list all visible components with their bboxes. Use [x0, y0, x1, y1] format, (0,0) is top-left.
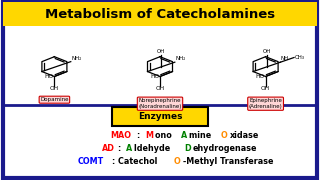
Text: OH: OH	[50, 86, 59, 91]
Text: O: O	[174, 157, 181, 166]
Text: HO: HO	[255, 74, 265, 79]
Text: MAO: MAO	[110, 131, 131, 140]
Text: A: A	[126, 144, 132, 153]
Text: Norepinephrine
(Noradrenaline): Norepinephrine (Noradrenaline)	[138, 98, 182, 109]
Text: :: :	[118, 144, 124, 153]
Text: AD: AD	[101, 144, 115, 153]
FancyBboxPatch shape	[3, 2, 317, 178]
Text: -Methyl Transferase: -Methyl Transferase	[183, 157, 273, 166]
Text: D: D	[184, 144, 191, 153]
Text: M: M	[145, 131, 153, 140]
Text: Metabolism of Catecholamines: Metabolism of Catecholamines	[45, 8, 275, 21]
Text: ldehyde: ldehyde	[134, 144, 173, 153]
FancyBboxPatch shape	[112, 107, 208, 126]
Text: OH: OH	[262, 49, 271, 54]
Text: ehydrogenase: ehydrogenase	[193, 144, 257, 153]
Text: COMT: COMT	[78, 157, 104, 166]
Text: O: O	[221, 131, 228, 140]
Text: NH₂: NH₂	[176, 56, 186, 61]
Text: HO: HO	[44, 74, 53, 79]
Text: OH: OH	[157, 49, 165, 54]
Text: ono: ono	[155, 131, 175, 140]
Text: NH₂: NH₂	[72, 56, 82, 61]
Text: Epinephrine
(Adrenaline): Epinephrine (Adrenaline)	[249, 98, 283, 109]
FancyBboxPatch shape	[3, 2, 317, 26]
Text: xidase: xidase	[229, 131, 259, 140]
Text: Enzymes: Enzymes	[138, 112, 182, 121]
Text: A: A	[180, 131, 187, 140]
Text: mine: mine	[188, 131, 213, 140]
Text: HO: HO	[150, 74, 159, 79]
Text: :: :	[137, 131, 143, 140]
Text: NH: NH	[280, 56, 289, 61]
Text: OH: OH	[156, 86, 164, 91]
Text: CH₃: CH₃	[295, 55, 305, 60]
Text: OH: OH	[261, 86, 270, 91]
Text: : Catechol: : Catechol	[112, 157, 160, 166]
Text: Dopamine: Dopamine	[40, 97, 69, 102]
